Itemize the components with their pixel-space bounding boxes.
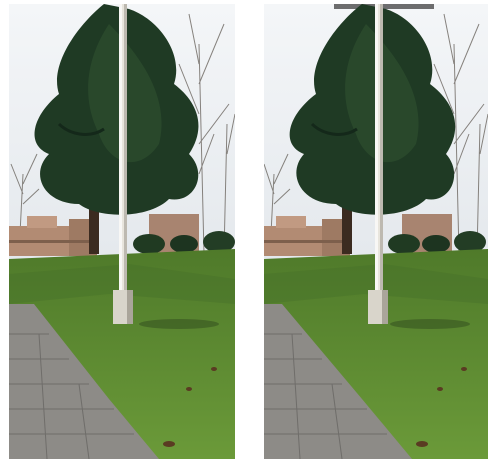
lamp-pole (113, 4, 219, 329)
left-photo (9, 4, 235, 459)
right-photo (264, 4, 488, 459)
park-scene-right (264, 4, 488, 459)
lamp-pole (368, 4, 470, 329)
bare-trees (264, 13, 488, 255)
park-scene-left (9, 4, 235, 459)
bushes (133, 231, 235, 254)
sidewalk (264, 304, 412, 459)
sidewalk (9, 304, 159, 459)
bushes (388, 231, 486, 254)
